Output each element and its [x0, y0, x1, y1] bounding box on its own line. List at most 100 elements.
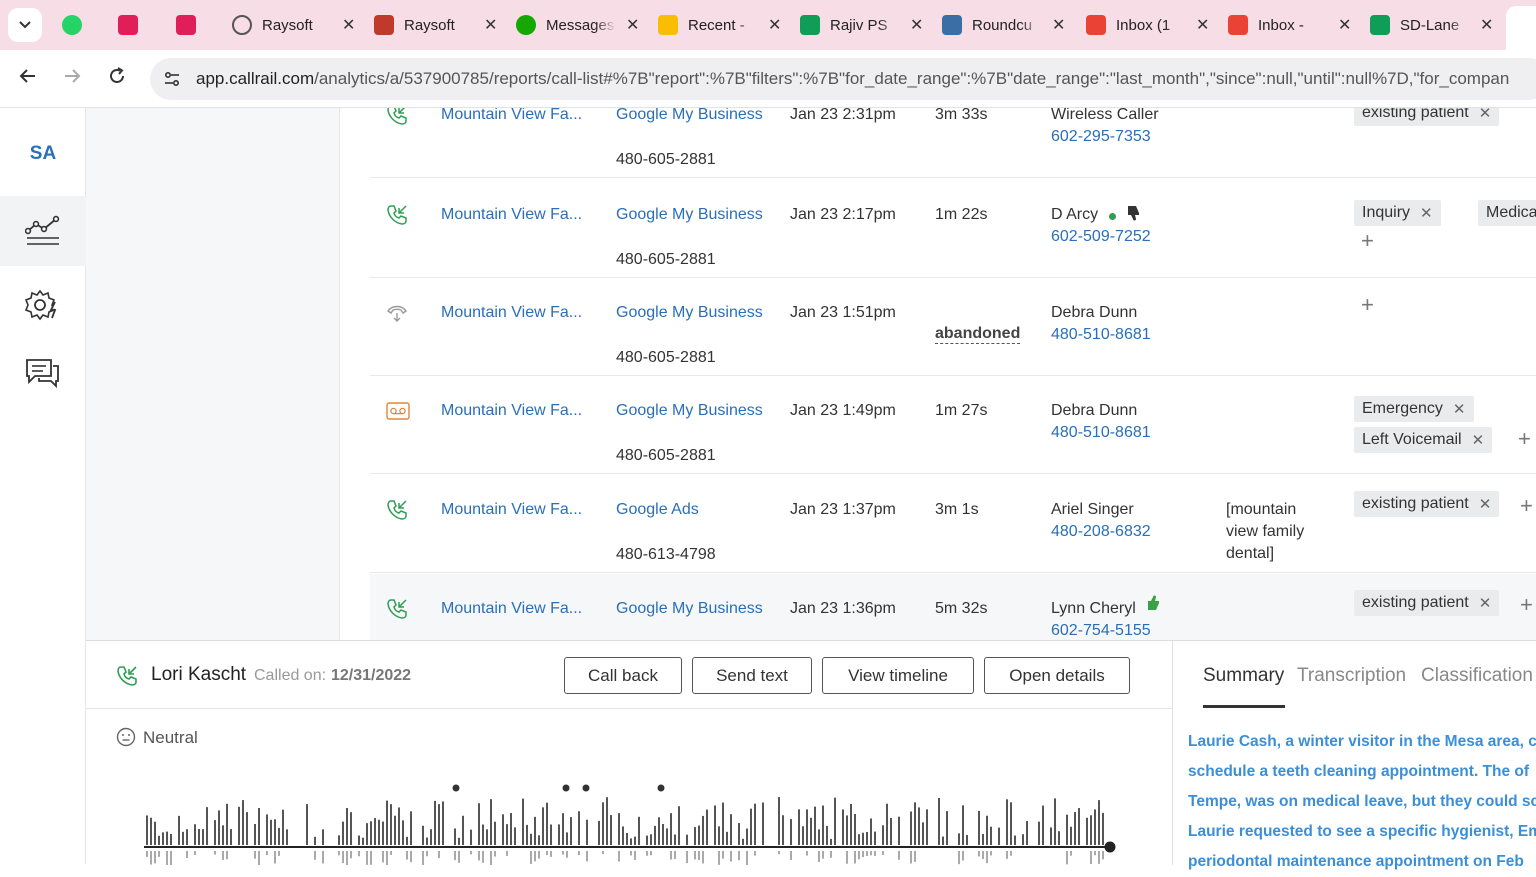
tab-title: Messages [546, 16, 615, 34]
browser-tab[interactable]: Raysoft ✕ [232, 8, 355, 42]
waveform-bar-lower [990, 851, 992, 856]
waveform-marker[interactable] [452, 784, 460, 792]
add-tag-icon[interactable]: + [1518, 426, 1531, 451]
send-text-button[interactable]: Send text [692, 657, 812, 694]
source-link[interactable]: Google My Business [616, 402, 763, 419]
waveform-bar [182, 831, 184, 845]
source-link[interactable]: Google My Business [616, 600, 763, 617]
call-tag[interactable]: Medicaid [1478, 200, 1536, 226]
waveform-bar-lower [630, 851, 632, 856]
tab-transcription[interactable]: Transcription [1297, 665, 1407, 686]
address-bar[interactable]: app.callrail.com/analytics/a/537900785/r… [150, 58, 1536, 100]
call-tag[interactable]: Inquiry ✕ [1354, 200, 1441, 226]
source-link[interactable]: Google Ads [616, 501, 699, 518]
browser-tab[interactable]: Inbox - ✕ [1228, 8, 1351, 42]
call-tag[interactable]: existing patient ✕ [1354, 491, 1500, 517]
add-tag-icon[interactable]: + [1520, 592, 1533, 617]
caller-phone[interactable]: 602-295-7353 [1051, 128, 1151, 145]
company-link[interactable]: Mountain View Fa... [441, 600, 583, 617]
waveform-bar [646, 835, 648, 845]
thumbs-up-icon[interactable] [1146, 594, 1162, 617]
company-link[interactable]: Mountain View Fa... [441, 108, 583, 123]
waveform-bar [918, 807, 920, 845]
add-tag-icon[interactable]: + [1361, 228, 1374, 253]
sidebar-item-analytics[interactable] [0, 196, 86, 266]
source-link[interactable]: Google My Business [616, 108, 763, 123]
close-tab-icon[interactable]: ✕ [1338, 17, 1352, 34]
waveform-bar-lower [506, 851, 508, 856]
company-link[interactable]: Mountain View Fa... [441, 402, 583, 419]
open-details-button[interactable]: Open details [984, 657, 1130, 694]
caller-phone[interactable]: 480-510-8681 [1051, 326, 1151, 343]
source-link[interactable]: Google My Business [616, 304, 763, 321]
tab-search-dropdown[interactable] [8, 8, 42, 42]
waveform-marker[interactable] [582, 784, 590, 792]
close-tab-icon[interactable]: ✕ [1480, 17, 1494, 34]
company-link[interactable]: Mountain View Fa... [441, 206, 583, 223]
audio-waveform[interactable] [144, 781, 1124, 865]
drive-icon [658, 15, 678, 35]
browser-tab[interactable] [176, 8, 206, 42]
tab-summary[interactable]: Summary [1203, 665, 1285, 686]
browser-tab[interactable]: Rajiv PS ✕ [800, 8, 923, 42]
site-info-icon[interactable] [160, 67, 184, 91]
caller-phone[interactable]: 480-510-8681 [1051, 424, 1151, 441]
company-link[interactable]: Mountain View Fa... [441, 304, 583, 321]
call-tag[interactable]: existing patient ✕ [1354, 590, 1500, 616]
view-timeline-button[interactable]: View timeline [822, 657, 974, 694]
browser-tab[interactable]: Roundcu ✕ [942, 8, 1065, 42]
call-tag[interactable]: Emergency ✕ [1354, 396, 1474, 422]
waveform-bar [218, 810, 220, 845]
tab-title: SD-Lane [1400, 16, 1460, 34]
remove-tag-icon[interactable]: ✕ [1478, 108, 1492, 122]
tab-classification[interactable]: Classification [1421, 665, 1533, 686]
reload-button[interactable] [107, 66, 127, 92]
waveform-marker[interactable] [562, 784, 570, 792]
playhead-handle[interactable] [1104, 841, 1116, 853]
close-tab-icon[interactable]: ✕ [626, 17, 640, 34]
caller-phone[interactable]: 602-509-7252 [1051, 228, 1151, 245]
waveform-bar [562, 813, 564, 845]
close-tab-icon[interactable]: ✕ [1052, 17, 1066, 34]
company-link[interactable]: Mountain View Fa... [441, 501, 583, 518]
account-initials[interactable]: SA [29, 143, 57, 164]
browser-tab[interactable]: Raysoft ✕ [374, 8, 497, 42]
caller-phone[interactable]: 602-754-5155 [1051, 622, 1151, 639]
close-tab-icon[interactable]: ✕ [768, 17, 782, 34]
active-tab-edge[interactable] [1506, 6, 1536, 50]
forward-button[interactable] [62, 66, 82, 92]
back-button[interactable] [18, 66, 38, 92]
call-back-button[interactable]: Call back [564, 657, 682, 694]
waveform-bar-lower [1006, 851, 1008, 859]
sidebar-item-settings[interactable] [0, 270, 86, 340]
browser-tab[interactable] [118, 8, 148, 42]
remove-tag-icon[interactable]: ✕ [1452, 401, 1466, 418]
browser-tab[interactable]: Messages ✕ [516, 8, 639, 42]
waveform-bar [1042, 805, 1044, 845]
close-tab-icon[interactable]: ✕ [1196, 17, 1210, 34]
remove-tag-icon[interactable]: ✕ [1478, 595, 1492, 612]
add-tag-icon[interactable]: + [1361, 292, 1374, 317]
waveform-marker[interactable] [657, 784, 665, 792]
thumbs-down-icon[interactable] [1126, 204, 1142, 227]
browser-tab[interactable] [62, 8, 92, 42]
close-tab-icon[interactable]: ✕ [484, 17, 498, 34]
remove-tag-icon[interactable]: ✕ [1420, 205, 1433, 222]
waveform-bar [366, 823, 368, 845]
call-tag[interactable]: existing patient ✕ [1354, 108, 1500, 126]
waveform-bar-lower [314, 851, 316, 860]
caller-phone[interactable]: 480-208-6832 [1051, 523, 1151, 540]
remove-tag-icon[interactable]: ✕ [1471, 432, 1485, 449]
remove-tag-icon[interactable]: ✕ [1478, 496, 1492, 513]
close-tab-icon[interactable]: ✕ [342, 17, 356, 34]
browser-tab[interactable]: Recent - ✕ [658, 8, 781, 42]
browser-tab[interactable]: Inbox (1 ✕ [1086, 8, 1209, 42]
browser-tab[interactable]: SD-Lane ✕ [1370, 8, 1493, 42]
sheets-icon [1370, 15, 1390, 35]
keyword-text: dental] [1226, 545, 1275, 562]
close-tab-icon[interactable]: ✕ [910, 17, 924, 34]
source-link[interactable]: Google My Business [616, 206, 763, 223]
call-tag[interactable]: Left Voicemail ✕ [1354, 427, 1493, 453]
sidebar-item-conversations[interactable] [0, 338, 86, 408]
add-tag-icon[interactable]: + [1520, 493, 1533, 518]
